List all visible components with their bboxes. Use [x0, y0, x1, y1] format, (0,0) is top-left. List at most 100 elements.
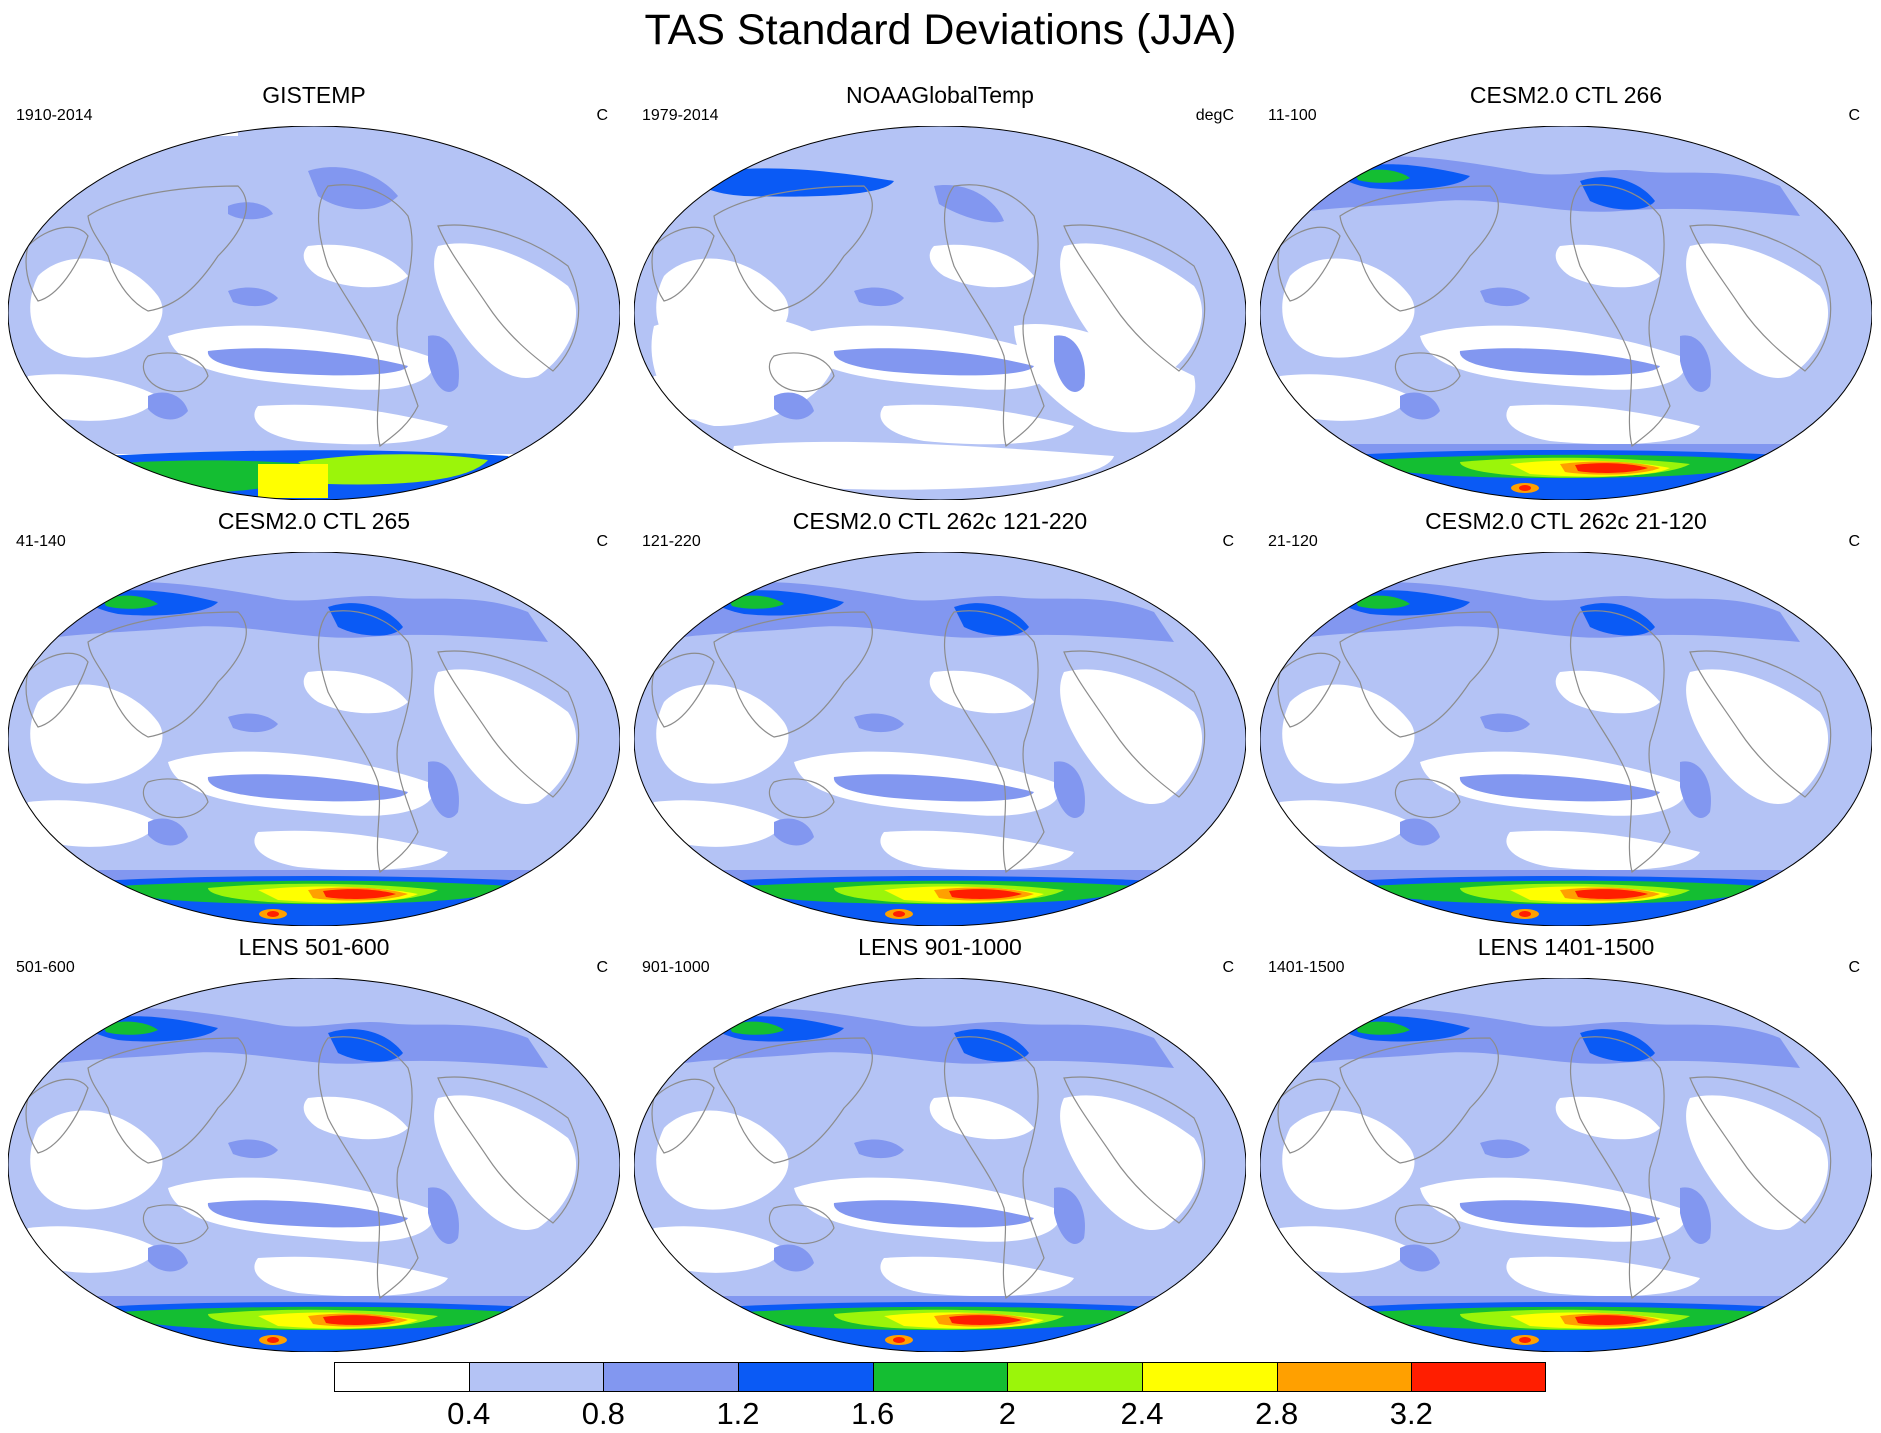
coastline — [651, 652, 715, 728]
coastline — [437, 224, 580, 372]
panel-units: C — [1848, 533, 1860, 550]
map-panel: CESM2.0 CTL 266 11-100 C — [1260, 80, 1872, 500]
colorbar-box — [1142, 1362, 1277, 1392]
field-moderate-variability-region — [428, 761, 459, 818]
field-antarctic-peak — [1575, 889, 1648, 899]
field-northern-peak — [103, 1021, 158, 1035]
field-moderate-variability-region — [428, 335, 459, 392]
field-northern-peak — [1355, 595, 1410, 609]
field-low-variability-region — [254, 404, 448, 445]
robinson-map — [8, 978, 620, 1352]
field-low-variability-region — [1686, 669, 1829, 804]
coastline — [1570, 184, 1671, 448]
coastline — [1339, 1037, 1499, 1164]
coastline — [1277, 1078, 1341, 1154]
field-low-variability-region — [1555, 1096, 1660, 1140]
field-moderate-variability-region — [228, 287, 278, 307]
coastline — [1339, 185, 1499, 312]
field-low-variability-region — [733, 441, 1114, 490]
field-low-variability-region — [880, 830, 1074, 871]
field-moderate-variability-region — [1400, 392, 1440, 420]
coastline — [318, 184, 419, 448]
field-moderate-variability-region — [148, 818, 188, 846]
field-northern-band — [228, 202, 273, 220]
field-low-variability-region — [1506, 830, 1700, 871]
coastline — [437, 1076, 580, 1224]
robinson-map — [8, 126, 620, 500]
field-low-variability-region — [656, 684, 789, 784]
map-border — [1260, 126, 1872, 500]
panel-title: CESM2.0 CTL 266 — [1469, 82, 1663, 108]
field-low-variability-region — [929, 1096, 1034, 1140]
field-moderate-variability-region — [207, 1200, 408, 1228]
colorbar-label: 2.8 — [1255, 1396, 1299, 1431]
field-moderate-variability-region — [207, 348, 408, 376]
panel-period: 1401-1500 — [1268, 959, 1345, 976]
field-northern-peak — [103, 595, 158, 609]
colorbar-label: 0.4 — [447, 1396, 491, 1431]
field-low-variability-region — [656, 1110, 789, 1210]
field-antarctic-peak — [267, 911, 279, 917]
coastline — [651, 1078, 715, 1154]
coastline — [142, 1204, 209, 1245]
panel-title: LENS 501-600 — [238, 934, 390, 960]
colorbar-label: 0.8 — [581, 1396, 625, 1431]
field-low-variability-region — [1686, 1095, 1829, 1230]
field-moderate-variability-region — [148, 1244, 188, 1272]
colorbar-label: 2.4 — [1120, 1396, 1164, 1431]
panel-period: 901-1000 — [642, 959, 710, 976]
field-low-variability-region — [929, 670, 1034, 714]
map-panel: CESM2.0 CTL 265 41-140 C — [8, 506, 620, 926]
field-moderate-variability-region — [1459, 348, 1660, 376]
coastline — [1570, 610, 1671, 874]
colorbar-label: 2 — [998, 1396, 1016, 1431]
field-antarctic-peak — [1519, 485, 1531, 491]
panel-period: 21-120 — [1268, 533, 1318, 550]
field-antarctic-peak — [949, 1315, 1022, 1325]
panel-units: C — [1848, 107, 1860, 124]
field-moderate-variability-region — [1680, 335, 1711, 392]
coastline — [1394, 778, 1461, 819]
coastline — [1570, 1036, 1671, 1300]
field-low-variability-region — [434, 1095, 577, 1230]
robinson-map — [634, 978, 1246, 1352]
panel-title: CESM2.0 CTL 262c 121-220 — [792, 508, 1088, 534]
map-border — [8, 126, 620, 500]
robinson-map — [634, 552, 1246, 926]
map-border — [8, 552, 620, 926]
coastline — [713, 1037, 873, 1164]
field-low-variability-region — [652, 800, 784, 847]
field-low-variability-region — [26, 1226, 159, 1273]
colorbar-label: 1.6 — [851, 1396, 895, 1431]
coastline — [1063, 224, 1206, 372]
field-antarctic-peak — [893, 1337, 905, 1343]
colorbar-box — [334, 1362, 469, 1392]
colorbar-label: 1.2 — [716, 1396, 760, 1431]
field-antarctic-peak — [893, 911, 905, 917]
coastline — [1394, 352, 1461, 393]
field-moderate-variability-region — [774, 818, 814, 846]
field-moderate-variability-region — [774, 1244, 814, 1272]
coastline — [768, 352, 835, 393]
panel-period: 501-600 — [16, 959, 75, 976]
robinson-map — [8, 552, 620, 926]
field-moderate-variability-region — [1480, 713, 1530, 733]
colorbar-box — [872, 1362, 1008, 1392]
coastline — [1277, 652, 1341, 728]
field-moderate-variability-region — [1400, 1244, 1440, 1272]
colorbar-box — [738, 1362, 873, 1392]
map-panel: LENS 501-600 501-600 C — [8, 932, 620, 1352]
coastline — [1394, 1204, 1461, 1245]
field-low-variability-region — [1060, 669, 1203, 804]
coastline — [87, 611, 247, 738]
colorbar-box — [468, 1362, 604, 1392]
field-low-variability-region — [1060, 1095, 1203, 1230]
field-antarctic-peak — [1519, 911, 1531, 917]
field-low-variability-region — [303, 244, 408, 288]
coastline — [1063, 1076, 1206, 1224]
panel-units: degC — [1195, 107, 1234, 124]
coastline — [944, 610, 1045, 874]
panel-title: LENS 1401-1500 — [1477, 934, 1655, 960]
field-low-variability-region — [1506, 1256, 1700, 1297]
colorbar-box — [1411, 1362, 1546, 1392]
